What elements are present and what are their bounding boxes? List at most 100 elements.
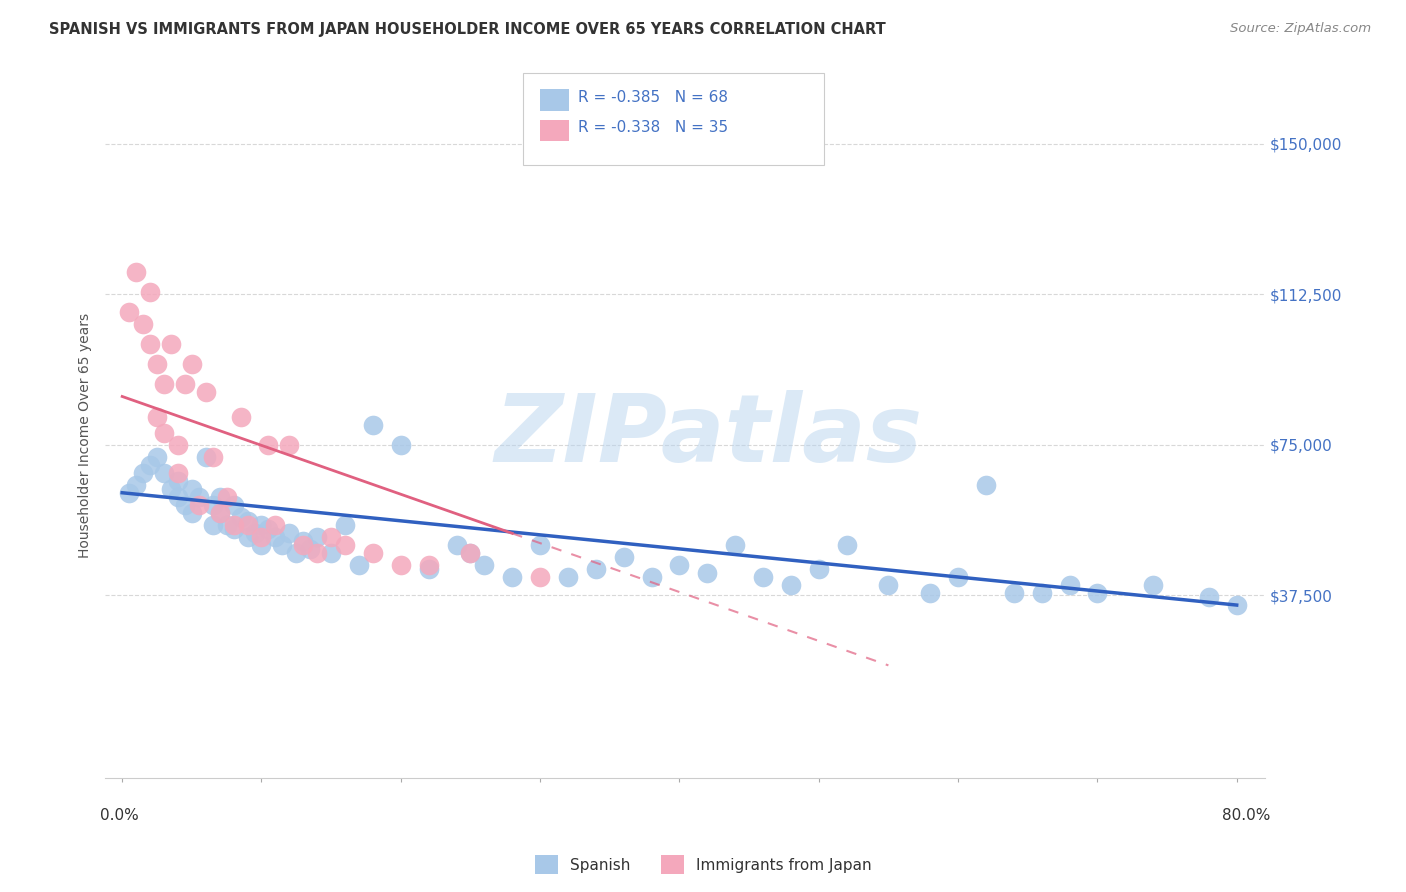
Point [780, 578, 803, 592]
Bar [540, 120, 569, 142]
Point [146, 409, 169, 424]
Point [208, 506, 231, 520]
Point [194, 385, 217, 400]
Point [146, 357, 169, 371]
Point [529, 538, 551, 552]
Point [361, 417, 384, 432]
Point [752, 570, 775, 584]
Point [292, 538, 315, 552]
Point [264, 530, 287, 544]
Point [257, 437, 280, 451]
Text: 80.0%: 80.0% [1222, 808, 1271, 823]
Point [167, 437, 190, 451]
Point [264, 517, 287, 532]
Point [920, 586, 942, 600]
Point [585, 562, 607, 576]
Text: 0.0%: 0.0% [100, 808, 138, 823]
Point [146, 450, 169, 464]
Point [1085, 586, 1108, 600]
Point [333, 517, 356, 532]
Point [1226, 598, 1249, 612]
Point [125, 477, 148, 491]
Point [132, 318, 155, 332]
Point [153, 377, 176, 392]
Text: R = -0.385   N = 68: R = -0.385 N = 68 [578, 89, 728, 104]
Point [215, 490, 238, 504]
Point [180, 506, 202, 520]
Text: ZIPatlas: ZIPatlas [494, 390, 922, 482]
Point [236, 514, 259, 528]
Point [446, 538, 468, 552]
Point [278, 437, 301, 451]
Point [132, 466, 155, 480]
Point [946, 570, 969, 584]
Point [418, 562, 440, 576]
Point [222, 498, 245, 512]
Point [257, 522, 280, 536]
Y-axis label: Householder Income Over 65 years: Householder Income Over 65 years [79, 313, 93, 558]
Point [187, 490, 209, 504]
Point [201, 498, 224, 512]
Point [361, 546, 384, 560]
Point [1198, 590, 1220, 604]
Point [460, 546, 482, 560]
Point [321, 530, 343, 544]
Text: SPANISH VS IMMIGRANTS FROM JAPAN HOUSEHOLDER INCOME OVER 65 YEARS CORRELATION CH: SPANISH VS IMMIGRANTS FROM JAPAN HOUSEHO… [49, 22, 886, 37]
Point [153, 425, 176, 440]
Point [1031, 586, 1053, 600]
Point [250, 538, 273, 552]
Point [724, 538, 747, 552]
Bar [540, 89, 569, 111]
Point [229, 509, 252, 524]
Point [243, 525, 266, 540]
Point [222, 522, 245, 536]
Point [208, 490, 231, 504]
Point [173, 377, 195, 392]
Point [167, 490, 190, 504]
Point [167, 466, 190, 480]
Point [299, 541, 322, 556]
Point [877, 578, 900, 592]
Point [278, 525, 301, 540]
Point [229, 409, 252, 424]
Point [173, 498, 195, 512]
Point [215, 517, 238, 532]
Point [389, 437, 412, 451]
Point [307, 546, 329, 560]
Point [529, 570, 551, 584]
Point [139, 337, 162, 351]
Point [807, 562, 830, 576]
FancyBboxPatch shape [523, 73, 824, 165]
Point [285, 546, 308, 560]
Point [236, 530, 259, 544]
Point [236, 517, 259, 532]
Point [333, 538, 356, 552]
Point [271, 538, 294, 552]
Point [118, 485, 141, 500]
Text: R = -0.338   N = 35: R = -0.338 N = 35 [578, 120, 728, 136]
Point [1059, 578, 1081, 592]
Point [835, 538, 858, 552]
Point [139, 285, 162, 300]
Point [160, 337, 183, 351]
Point [167, 474, 190, 488]
Point [180, 482, 202, 496]
Point [474, 558, 496, 572]
Point [668, 558, 690, 572]
Point [321, 546, 343, 560]
Point [1002, 586, 1025, 600]
Point [418, 558, 440, 572]
Point [125, 265, 148, 279]
Point [187, 498, 209, 512]
Point [974, 477, 997, 491]
Point [292, 533, 315, 548]
Point [501, 570, 523, 584]
Point [201, 450, 224, 464]
Point [250, 517, 273, 532]
Point [208, 506, 231, 520]
Point [222, 517, 245, 532]
Point [460, 546, 482, 560]
Point [307, 530, 329, 544]
Point [1142, 578, 1164, 592]
Point [153, 466, 176, 480]
